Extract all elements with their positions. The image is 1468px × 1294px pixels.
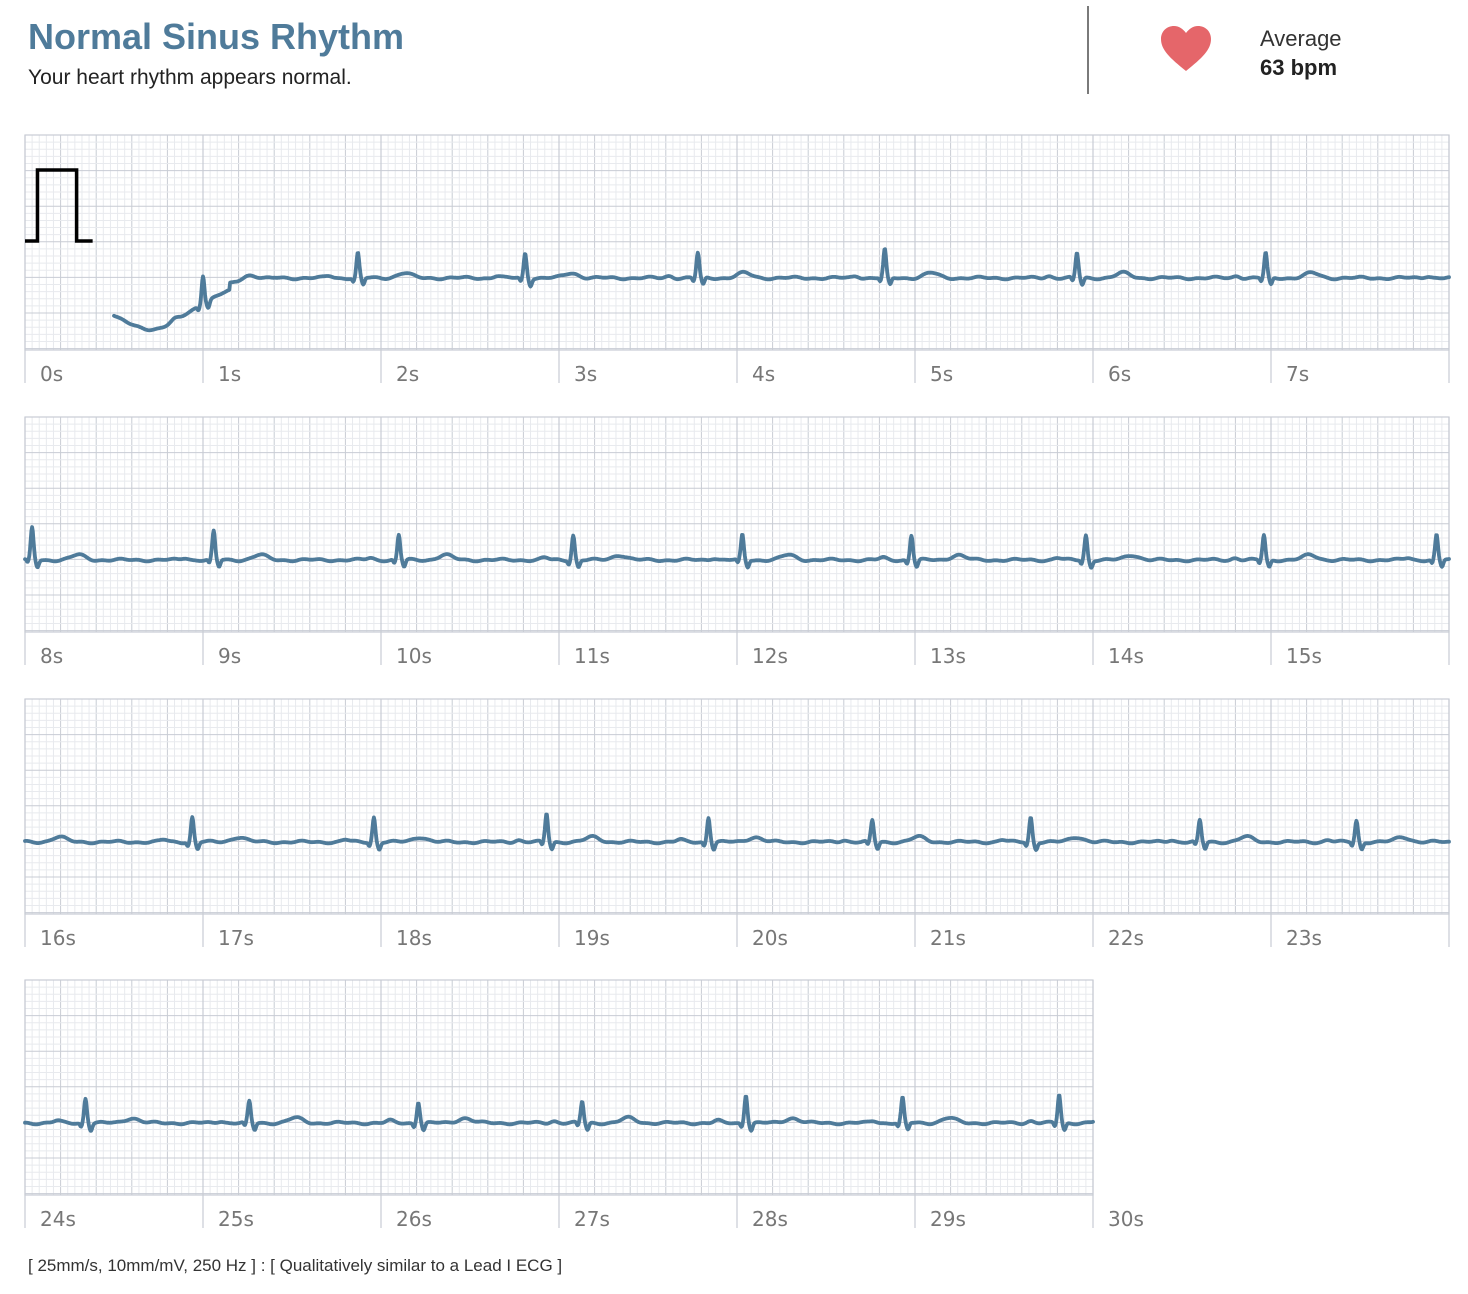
time-tick-label: 29s	[930, 1207, 966, 1231]
average-label: Average	[1260, 26, 1342, 51]
time-tick-label: 17s	[218, 926, 254, 950]
time-tick-label: 23s	[1286, 926, 1322, 950]
ecg-trace	[112, 247, 1451, 333]
time-tick-label: 13s	[930, 644, 966, 668]
ecg-strip-1: 0s 1s 2s 3s 4s 5s 6s 7s	[24, 134, 1451, 386]
heart-icon	[1161, 26, 1211, 71]
page-title: Normal Sinus Rhythm	[28, 16, 405, 57]
ecg-strip-4: 24s 25s 26s 27s 28s 29s 30s	[23, 979, 1144, 1231]
time-tick-label: 10s	[396, 644, 432, 668]
average-bpm-value: 63 bpm	[1260, 55, 1338, 80]
time-tick-label: 9s	[218, 644, 241, 668]
time-tick-label: 19s	[574, 926, 610, 950]
time-tick-label: 0s	[40, 362, 63, 386]
time-tick-label: 21s	[930, 926, 966, 950]
time-tick-label: 7s	[1286, 362, 1309, 386]
time-tick-label: 18s	[396, 926, 432, 950]
rhythm-summary: Your heart rhythm appears normal.	[28, 66, 352, 89]
time-tick-label: 8s	[40, 644, 63, 668]
ecg-strip-2: 8s 9s 10s 11s 12s 13s 14s 15s	[23, 416, 1451, 668]
ecg-trace	[23, 525, 1451, 570]
time-tick-label: 4s	[752, 362, 775, 386]
time-tick-label: 27s	[574, 1207, 610, 1231]
calibration-pulse	[25, 168, 93, 243]
time-tick-label: 24s	[40, 1207, 76, 1231]
time-tick-label: 11s	[574, 644, 610, 668]
ecg-strip-3: 16s 17s 18s 19s 20s 21s 22s 23s	[23, 698, 1451, 950]
ecg-trace	[23, 1093, 1095, 1133]
time-tick-label: 22s	[1108, 926, 1144, 950]
recording-settings-note: [ 25mm/s, 10mm/mV, 250 Hz ] : [ Qualitat…	[28, 1256, 563, 1275]
time-tick-label: 12s	[752, 644, 788, 668]
time-tick-label: 1s	[218, 362, 241, 386]
ecg-trace	[23, 812, 1451, 852]
time-tick-label: 26s	[396, 1207, 432, 1231]
time-tick-label: 5s	[930, 362, 953, 386]
header-divider	[1087, 6, 1089, 94]
heart-shape	[1161, 26, 1211, 71]
time-tick-label: 15s	[1286, 644, 1322, 668]
time-tick-label: 20s	[752, 926, 788, 950]
time-tick-label: 25s	[218, 1207, 254, 1231]
time-tick-label: 2s	[396, 362, 419, 386]
time-tick-label: 6s	[1108, 362, 1131, 386]
time-tick-label: 28s	[752, 1207, 788, 1231]
time-tick-label: 14s	[1108, 644, 1144, 668]
time-tick-label: 3s	[574, 362, 597, 386]
time-tick-label: 16s	[40, 926, 76, 950]
time-tick-label: 30s	[1108, 1207, 1144, 1231]
